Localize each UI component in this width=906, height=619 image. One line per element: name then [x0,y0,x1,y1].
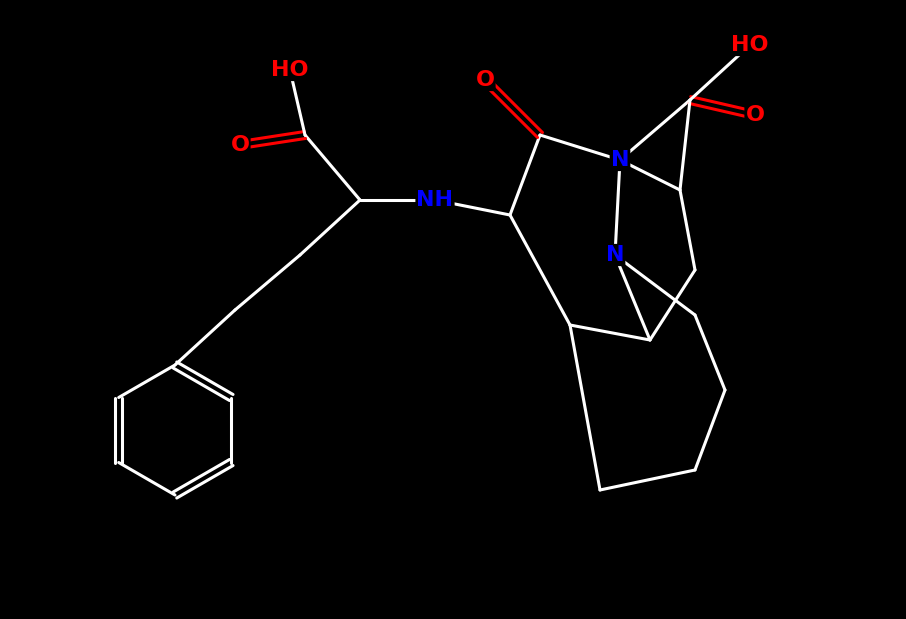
Text: NH: NH [417,190,454,210]
Text: N: N [606,245,624,265]
Text: N: N [611,150,630,170]
Text: O: O [746,105,765,125]
Text: O: O [230,135,249,155]
Text: HO: HO [271,60,309,80]
Text: HO: HO [731,35,769,55]
Text: O: O [476,70,495,90]
